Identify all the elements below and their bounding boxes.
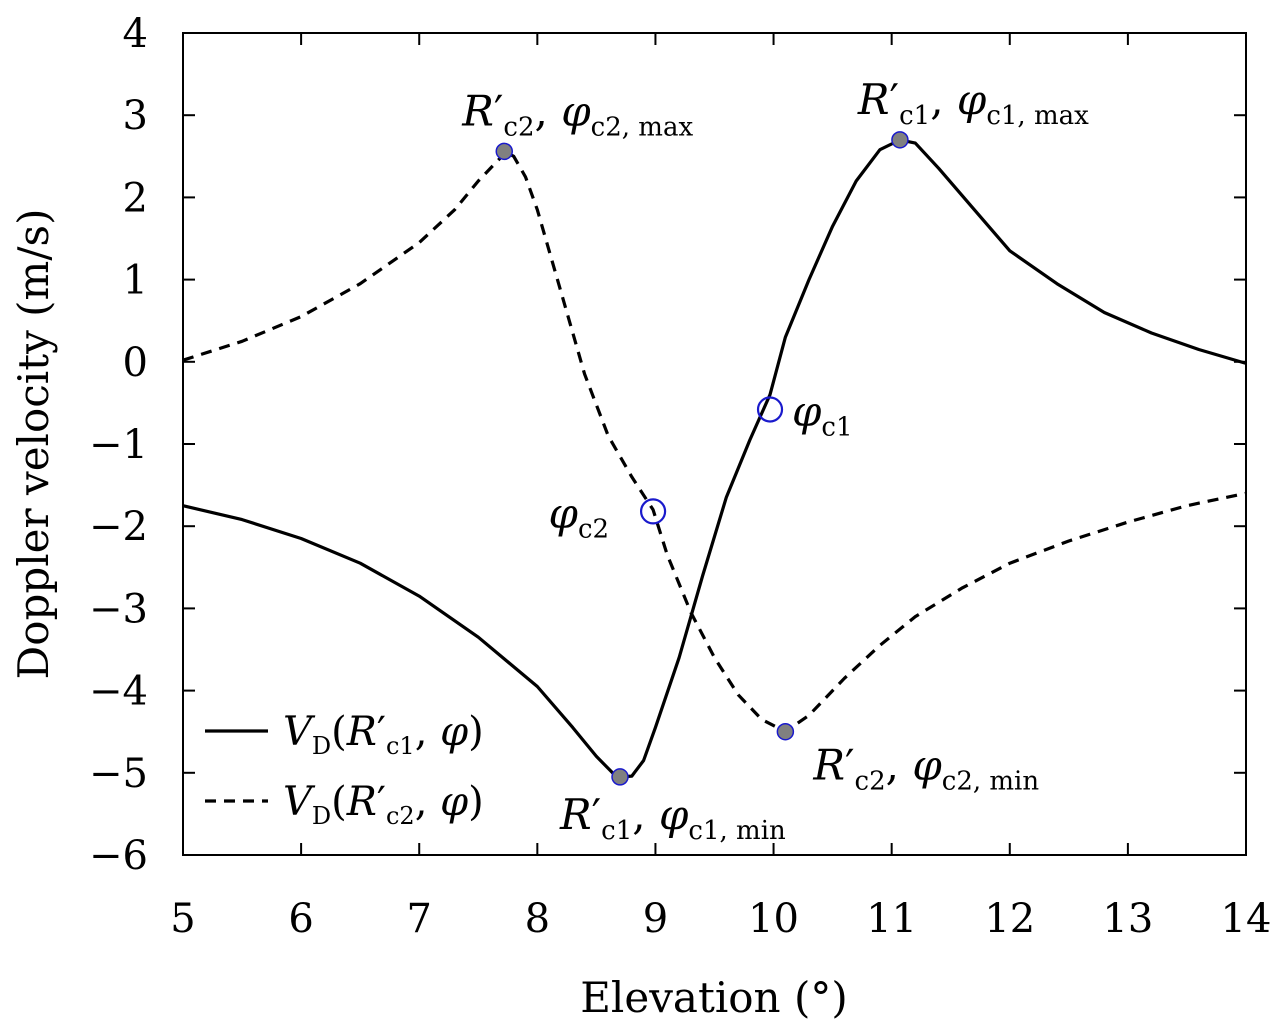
x-tick-label: 7 — [406, 896, 431, 942]
open-point-marker — [639, 498, 667, 525]
series-layer — [182, 138, 1247, 779]
legend-label-2: VD(R′c2, φ) — [283, 779, 484, 830]
y-tick-label: −4 — [89, 669, 148, 715]
series-line-1 — [182, 138, 1247, 779]
marker-layer: R′c2, φc2, max R′c1, φc1, max R′c1, φc1, m… — [461, 75, 1089, 846]
point-marker — [776, 722, 795, 741]
y-tick-label: 4 — [123, 11, 148, 57]
x-tick-label: 14 — [1221, 896, 1272, 942]
x-axis: 5 6 7 8 9 10 11 12 13 14 — [170, 33, 1271, 942]
x-tick-label: 6 — [288, 896, 313, 942]
open-point-marker — [756, 396, 784, 423]
y-tick-label: −1 — [89, 422, 148, 468]
y-tick-label: −3 — [89, 586, 148, 632]
y-tick-label: 3 — [123, 93, 148, 139]
y-tick-label: −5 — [89, 751, 148, 797]
point-annotation: R′c1, φc1, max — [857, 75, 1089, 131]
point-annotation: φc2 — [549, 488, 610, 544]
y-tick-label: 2 — [123, 175, 148, 221]
point-marker — [891, 131, 909, 149]
y-axis: 4 3 2 1 0 −1 −2 −3 −4 −5 −6 — [89, 11, 1246, 879]
y-tick-label: 1 — [123, 258, 148, 304]
x-tick-label: 5 — [170, 896, 195, 942]
point-annotation: R′c2, φc2, min — [812, 741, 1039, 797]
x-tick-label: 12 — [984, 896, 1035, 942]
point-marker — [495, 142, 514, 161]
x-tick-label: 8 — [525, 896, 550, 942]
x-tick-label: 13 — [1102, 896, 1153, 942]
x-tick-label: 10 — [748, 896, 799, 942]
point-annotation: φc1 — [792, 386, 853, 442]
y-tick-label: −6 — [89, 833, 148, 879]
legend: VD(R′c1, φ) VD(R′c2, φ) — [205, 709, 484, 830]
x-axis-title: Elevation (°) — [580, 973, 847, 1022]
point-marker — [611, 768, 629, 786]
y-axis-title: Doppler velocity (m/s) — [9, 209, 58, 680]
series-line-2 — [182, 149, 1247, 734]
y-tick-label: 0 — [123, 340, 148, 386]
x-tick-label: 9 — [643, 896, 668, 942]
legend-label-1: VD(R′c1, φ) — [283, 709, 484, 760]
y-tick-label: −2 — [89, 504, 148, 550]
point-annotation: R′c1, φc1, min — [559, 790, 786, 846]
point-annotation: R′c2, φc2, max — [461, 86, 693, 142]
x-tick-label: 11 — [866, 896, 917, 942]
